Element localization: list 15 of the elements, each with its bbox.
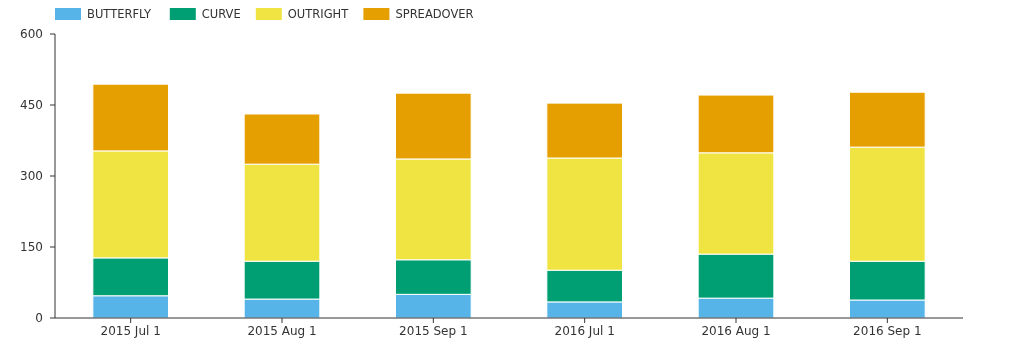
x-tick-label: 2016 Sep 1 — [853, 324, 922, 338]
legend-label: CURVE — [201, 7, 241, 22]
x-tick-label: 2016 Jul 1 — [554, 324, 615, 338]
x-tick-label: 2015 Jul 1 — [100, 324, 161, 338]
y-tick-label: 150 — [20, 240, 43, 255]
legend-label: OUTRIGHT — [287, 7, 350, 22]
x-tick-label: 2015 Sep 1 — [399, 324, 468, 338]
legend-label: BUTTERFLY — [87, 7, 152, 22]
y-tick-label: 300 — [20, 169, 43, 184]
y-tick-label: 600 — [20, 27, 43, 42]
x-tick-label: 2015 Aug 1 — [247, 324, 317, 338]
y-tick-label: 0 — [35, 311, 43, 326]
y-tick-label: 450 — [20, 98, 43, 113]
x-tick-label: 2016 Aug 1 — [701, 324, 771, 338]
legend-label: SPREADOVER — [395, 7, 474, 22]
